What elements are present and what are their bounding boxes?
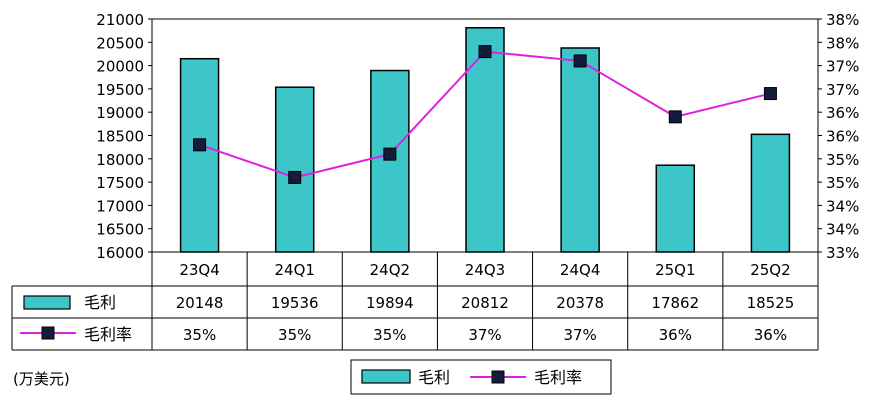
right-axis-tick-label: 37% [826,58,859,76]
bar-24Q4 [560,47,600,253]
data-label: 20148 [176,294,224,312]
right-axis-tick-label: 38% [826,11,859,29]
right-axis-tick-label: 38% [826,34,859,52]
marker-25Q2 [763,87,777,101]
data-label: 36% [754,326,787,344]
marker-24Q4 [573,54,587,68]
marker-23Q4 [193,138,207,152]
marker-24Q1 [288,170,302,184]
data-label: 19536 [271,294,319,312]
table-row-label: 毛利率 [84,325,132,344]
data-label: 20378 [556,294,604,312]
data-label: 20812 [461,294,509,312]
left-y-axis: 16000 16500 17000 17500 18000 18500 19000 19500… [96,11,152,262]
category-label: 25Q2 [750,261,790,279]
bar-24Q2 [370,69,410,253]
legend: 毛利 毛利率 [350,359,612,395]
right-axis-tick-label: 35% [826,151,859,169]
data-table: 23Q4 24Q1 24Q2 24Q3 24Q4 25Q1 25Q2 毛利 20148 19536… [11,252,819,351]
right-axis-tick-label: 37% [826,81,859,99]
legend-label: 毛利 [418,368,450,387]
legend-label: 毛利率 [534,368,582,387]
marker-25Q1 [668,110,682,124]
bar-25Q1 [655,164,696,253]
legend-marker-swatch [491,370,505,384]
marker-24Q3 [478,45,492,59]
data-label: 36% [659,326,692,344]
right-axis-tick-label: 34% [826,221,859,239]
table-marker-swatch [41,326,55,340]
left-axis-tick-label: 20000 [96,58,144,76]
left-axis-tick-label: 18500 [96,128,144,146]
data-label: 37% [468,326,501,344]
right-axis-tick-label: 36% [826,128,859,146]
unit-note: (万美元) [13,370,70,388]
left-axis-tick-label: 17000 [96,197,144,215]
category-label: 24Q2 [370,261,410,279]
category-label: 24Q3 [465,261,505,279]
left-axis-tick-label: 18000 [96,151,144,169]
right-axis-tick-label: 34% [826,197,859,215]
legend-bar-swatch [361,369,411,384]
category-label: 25Q1 [655,261,695,279]
left-axis-tick-label: 20500 [96,34,144,52]
right-axis-tick-label: 36% [826,104,859,122]
data-label: 35% [278,326,311,344]
right-axis-tick-label: 35% [826,174,859,192]
bar-24Q1 [274,86,315,253]
left-axis-tick-label: 19500 [96,81,144,99]
bar-24Q3 [465,27,505,253]
left-axis-tick-label: 16000 [96,244,144,262]
data-label: 35% [183,326,216,344]
right-y-axis: 33% 34% 34% 35% 35% 36% 36% 37% 37% 38% 38% [818,11,859,262]
left-axis-tick-label: 16500 [96,221,144,239]
left-axis-tick-label: 21000 [96,11,144,29]
left-axis-tick-label: 19000 [96,104,144,122]
category-label: 23Q4 [179,261,219,279]
bar-23Q4 [179,57,220,253]
left-axis-tick-label: 17500 [96,174,144,192]
bar-25Q2 [750,133,791,253]
table-row-label: 毛利 [84,293,116,312]
category-label: 24Q4 [560,261,600,279]
data-label: 18525 [747,294,795,312]
data-label: 19894 [366,294,414,312]
data-label: 35% [373,326,406,344]
marker-24Q2 [383,147,397,161]
data-label: 37% [563,326,596,344]
table-bar-swatch [23,295,71,310]
line-series [193,45,777,184]
right-axis-tick-label: 33% [826,244,859,262]
category-label: 24Q1 [274,261,314,279]
data-label: 17862 [651,294,699,312]
bar-series [179,27,791,253]
